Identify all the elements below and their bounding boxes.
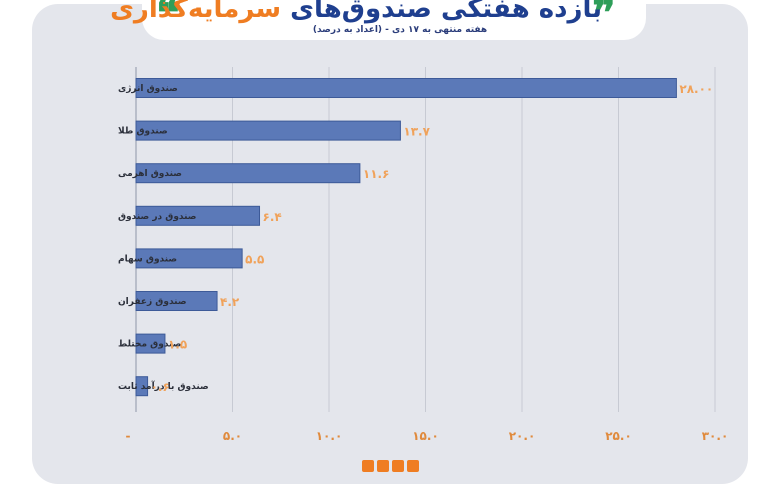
value-label: ۵.۵	[245, 252, 264, 266]
category-label: صندوق طلا	[118, 127, 168, 137]
value-label: ۲۸.۰۰	[679, 82, 713, 96]
x-tick-labels: - ۵.۰ ۱۰.۰ ۱۵.۰ ۲۰.۰ ۲۵.۰ ۳۰.۰	[126, 429, 729, 443]
brand-logo	[362, 460, 424, 474]
grid-lines	[135, 67, 716, 412]
bar	[135, 205, 261, 226]
title-part-blue: بازده هفتگی صندوق‌های	[290, 0, 602, 24]
x-tick-label: ۲۰.۰	[509, 429, 536, 443]
value-label: ۱.۵	[168, 338, 187, 352]
title-box	[142, 0, 646, 40]
quote-mark-left-icon: ❝	[156, 0, 180, 39]
category-label: صندوق اهرمی	[118, 169, 182, 179]
bar	[135, 248, 243, 269]
category-label: صندوق مختلط	[118, 340, 181, 350]
bar	[135, 291, 218, 311]
value-label: ۴.۲	[220, 295, 240, 309]
bar	[135, 333, 166, 354]
bar	[135, 120, 401, 141]
category-label: صندوق با درآمد ثابت	[118, 380, 209, 392]
x-tick-label: ۱۰.۰	[316, 429, 343, 443]
chart-title: بازده هفتگی صندوق‌های سرمایه‌گذاری	[110, 0, 602, 26]
value-label: ۰.۶	[151, 380, 170, 394]
category-label: صندوق انرژی	[118, 84, 178, 94]
value-label: ۱۳.۷	[403, 125, 430, 139]
category-labels: صندوق انرژی صندوق طلا صندوق اهرمی صندوق در …	[118, 84, 209, 392]
bars	[135, 78, 677, 397]
bar	[135, 78, 677, 98]
bar	[135, 163, 361, 184]
x-tick-label: ۵.۰	[223, 429, 242, 443]
x-tick-label: -	[126, 429, 131, 443]
x-tick-label: ۲۵.۰	[605, 429, 632, 443]
value-labels: ۲۸.۰۰ ۱۳.۷ ۱۱.۶ ۶.۴ ۵.۵ ۴.۲ ۱.۵ ۰.۶	[151, 82, 714, 394]
bar	[135, 376, 149, 397]
bar-chart: صندوق انرژی صندوق طلا صندوق اهرمی صندوق در …	[118, 67, 729, 443]
category-label: صندوق در صندوق	[118, 212, 197, 222]
title-part-orange: سرمایه‌گذاری	[110, 0, 282, 24]
category-label: صندوق سهام	[118, 254, 177, 264]
chart-subtitle: هفته منتهی به ۱۷ دی - (اعداد به درصد)	[312, 25, 488, 35]
x-tick-label: ۳۰.۰	[702, 429, 729, 443]
value-label: ۱۱.۶	[363, 167, 390, 181]
value-label: ۶.۴	[263, 210, 282, 224]
quote-mark-right-icon: ❞	[592, 0, 616, 39]
x-tick-label: ۱۵.۰	[412, 429, 439, 443]
category-label: صندوق زعفران	[118, 297, 187, 307]
